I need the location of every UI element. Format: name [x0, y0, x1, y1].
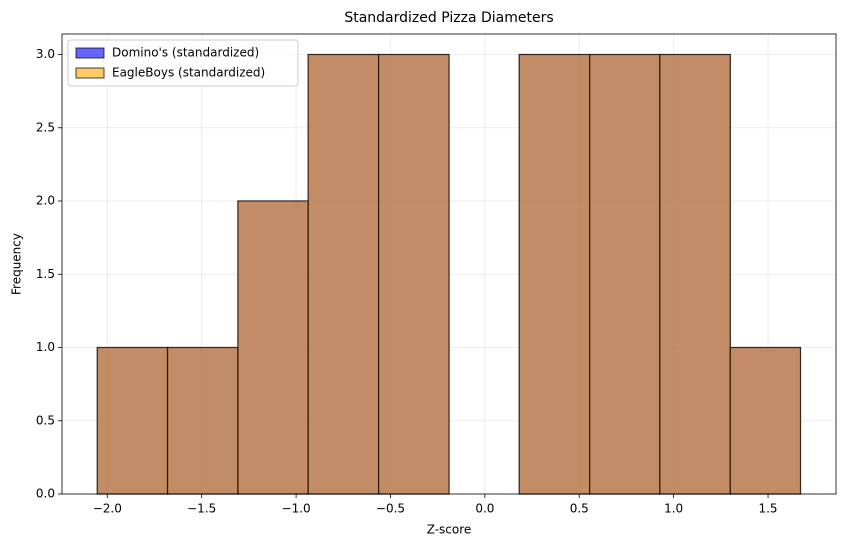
x-tick-label: −1.0 [282, 502, 311, 516]
bar [166, 346, 239, 495]
x-tick-label: 0.0 [475, 502, 494, 516]
x-tick-label: −0.5 [376, 502, 405, 516]
y-tick-label: 0.5 [36, 413, 55, 427]
x-tick-label: 1.5 [758, 502, 777, 516]
x-tick-label: −1.5 [187, 502, 216, 516]
y-tick-label: 3.0 [36, 47, 55, 61]
y-tick-label: 2.5 [36, 120, 55, 134]
legend-swatch [75, 47, 105, 59]
plot-frame [61, 33, 837, 495]
legend-box [67, 39, 299, 87]
bar [518, 53, 591, 495]
bar [237, 200, 309, 495]
y-tick-label: 1.5 [36, 267, 55, 281]
bar [307, 53, 380, 495]
legend-label: EagleBoys (standardized) [112, 66, 265, 80]
chart-title: Standardized Pizza Diameters [344, 10, 553, 26]
x-tick-label: 0.5 [570, 502, 589, 516]
bar [729, 346, 802, 495]
y-tick-label: 1.0 [36, 340, 55, 354]
legend-label: Domino's (standardized) [112, 46, 259, 60]
x-axis-label: Z-score [427, 523, 472, 537]
y-tick-label: 2.0 [36, 194, 55, 208]
bar [589, 53, 661, 495]
bar [377, 53, 450, 495]
y-axis-label: Frequency [10, 233, 24, 295]
bar [659, 53, 731, 495]
legend-swatch [75, 67, 105, 79]
bar [96, 346, 169, 495]
y-tick-label: 0.0 [36, 487, 55, 501]
x-tick-label: −2.0 [93, 502, 122, 516]
x-tick-label: 1.0 [664, 502, 683, 516]
